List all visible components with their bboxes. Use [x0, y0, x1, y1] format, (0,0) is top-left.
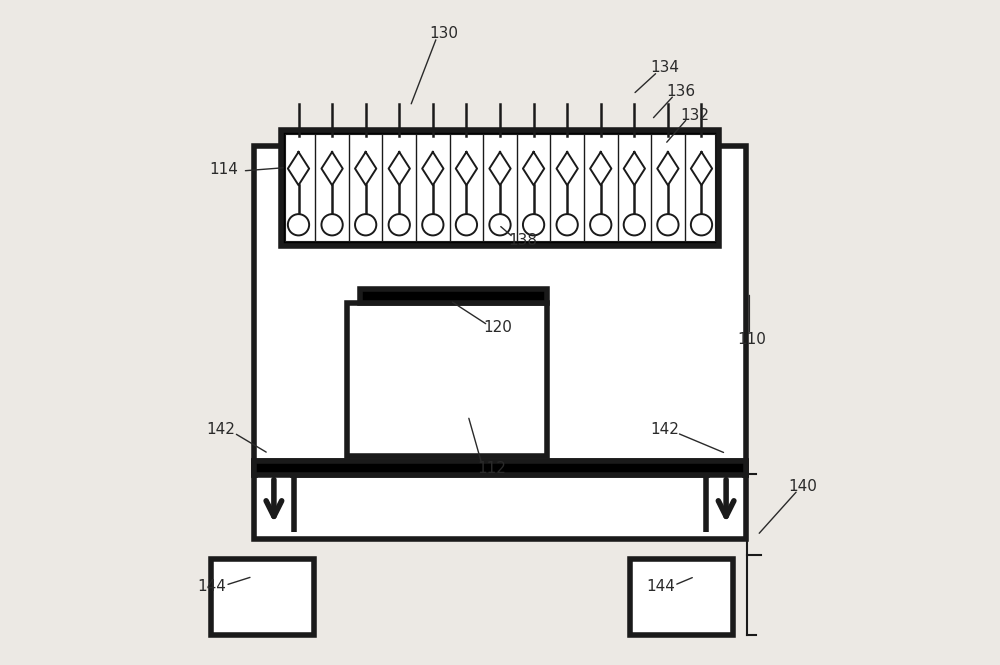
- Bar: [211, 559, 314, 635]
- Circle shape: [355, 214, 376, 235]
- Polygon shape: [691, 152, 712, 185]
- Text: 114: 114: [210, 162, 238, 177]
- Text: 138: 138: [509, 233, 538, 248]
- Bar: [254, 461, 746, 475]
- Bar: [254, 461, 746, 475]
- Polygon shape: [389, 152, 410, 185]
- Bar: [254, 146, 746, 539]
- Bar: [347, 303, 547, 456]
- Circle shape: [389, 214, 410, 235]
- Bar: [630, 559, 733, 635]
- Polygon shape: [657, 152, 679, 185]
- Circle shape: [321, 214, 343, 235]
- Polygon shape: [590, 152, 611, 185]
- Polygon shape: [422, 152, 443, 185]
- Bar: [360, 289, 547, 303]
- Polygon shape: [456, 152, 477, 185]
- Text: 136: 136: [666, 84, 695, 99]
- Text: 130: 130: [429, 26, 458, 41]
- Bar: [281, 130, 719, 246]
- Text: 112: 112: [478, 461, 506, 475]
- Circle shape: [422, 214, 443, 235]
- Text: 140: 140: [788, 479, 817, 494]
- Bar: [285, 134, 715, 241]
- Bar: [258, 475, 290, 532]
- Text: 142: 142: [650, 422, 679, 437]
- Polygon shape: [523, 152, 544, 185]
- Circle shape: [691, 214, 712, 235]
- Polygon shape: [355, 152, 376, 185]
- Polygon shape: [321, 152, 343, 185]
- Circle shape: [456, 214, 477, 235]
- Text: 144: 144: [197, 579, 226, 594]
- Text: 142: 142: [206, 422, 235, 437]
- Circle shape: [288, 214, 309, 235]
- Text: 132: 132: [680, 108, 709, 123]
- Text: 120: 120: [484, 320, 512, 334]
- Circle shape: [624, 214, 645, 235]
- Text: 134: 134: [650, 61, 679, 75]
- Polygon shape: [624, 152, 645, 185]
- Circle shape: [590, 214, 611, 235]
- Bar: [710, 475, 742, 532]
- Circle shape: [523, 214, 544, 235]
- Polygon shape: [557, 152, 578, 185]
- Circle shape: [657, 214, 679, 235]
- Text: 144: 144: [646, 579, 675, 594]
- Polygon shape: [288, 152, 309, 185]
- Polygon shape: [489, 152, 511, 185]
- Text: 110: 110: [737, 332, 766, 346]
- Circle shape: [489, 214, 511, 235]
- Circle shape: [557, 214, 578, 235]
